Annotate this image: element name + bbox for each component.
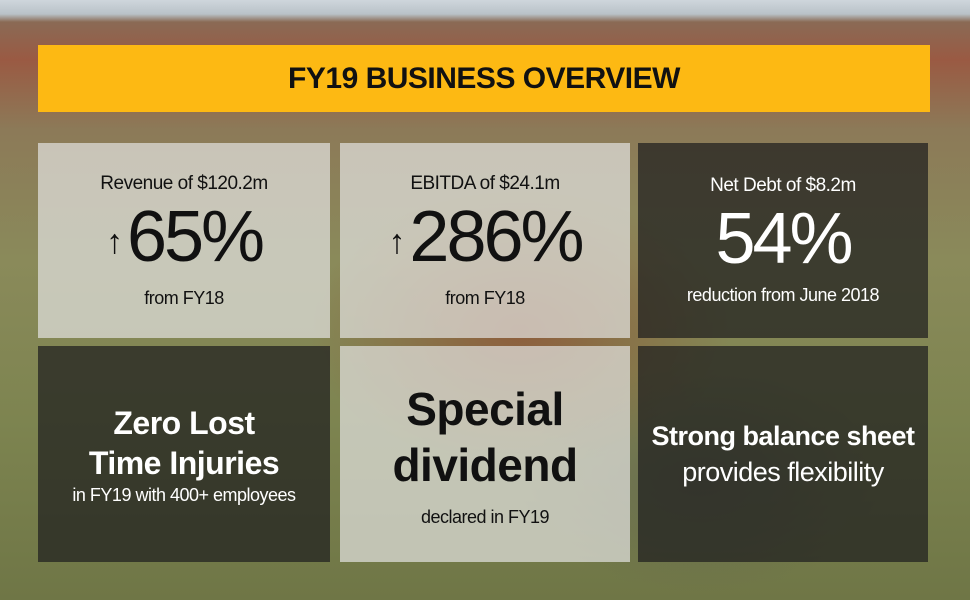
safety-panel: Zero Lost Time Injuries in FY19 with 400… bbox=[38, 346, 330, 562]
figure: 54% bbox=[715, 199, 853, 279]
figure: 65% bbox=[126, 196, 265, 277]
panel-label: Net Debt of $8.2m bbox=[710, 175, 856, 196]
arrow: ↑ bbox=[105, 222, 123, 261]
balance-sheet-panel: Strong balance sheet provides flexibilit… bbox=[638, 346, 928, 562]
figure: 286% bbox=[409, 196, 584, 277]
headline: Strong balance sheet bbox=[651, 421, 915, 451]
panel-note: from FY18 bbox=[445, 287, 525, 308]
panel-label: EBITDA of $24.1m bbox=[410, 172, 560, 194]
headline: Zero Lost bbox=[113, 404, 255, 441]
big-figure: ↑286% bbox=[388, 196, 584, 282]
panel-note: from FY18 bbox=[144, 287, 224, 308]
headline: dividend bbox=[392, 438, 578, 491]
headline: Time Injuries bbox=[88, 444, 280, 481]
net-debt-panel: Net Debt of $8.2m 54% reduction from Jun… bbox=[638, 143, 928, 338]
big-figure: ↑65% bbox=[105, 196, 265, 282]
panel-note: reduction from June 2018 bbox=[686, 285, 880, 305]
ebitda-panel: EBITDA of $24.1m ↑286% from FY18 bbox=[340, 143, 630, 338]
dividend-panel: Special dividend declared in FY19 bbox=[340, 346, 630, 562]
title: FY19 BUSINESS OVERVIEW bbox=[288, 61, 680, 95]
panel-note: in FY19 with 400+ employees bbox=[72, 484, 296, 505]
headline: Special bbox=[406, 382, 564, 435]
arrow: ↑ bbox=[388, 222, 406, 261]
panel-label: Revenue of $120.2m bbox=[100, 172, 268, 194]
title-banner: FY19 BUSINESS OVERVIEW bbox=[38, 45, 930, 112]
revenue-panel: Revenue of $120.2m ↑65% from FY18 bbox=[38, 143, 330, 338]
panel-note: declared in FY19 bbox=[420, 506, 550, 527]
subline: provides flexibility bbox=[682, 457, 884, 487]
